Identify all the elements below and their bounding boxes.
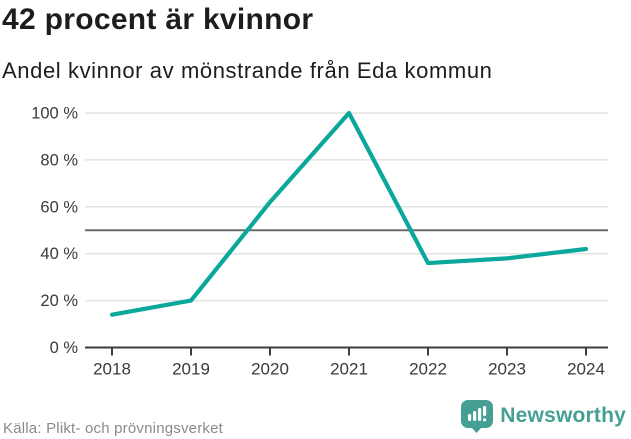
y-tick-label: 60 %	[40, 198, 78, 216]
x-tick-label: 2024	[567, 360, 605, 379]
data-line-andel-kvinnor	[109, 110, 589, 317]
x-tick-label: 2021	[330, 360, 368, 379]
y-tick-label: 80 %	[40, 151, 78, 169]
chart-subtitle: Andel kvinnor av mönstrande från Eda kom…	[2, 58, 493, 83]
x-tick-label: 2022	[409, 360, 447, 379]
newsworthy-logo[interactable]: Newsworthy	[460, 399, 626, 433]
y-tick-label: 20 %	[40, 292, 78, 310]
x-tick-label: 2018	[93, 360, 131, 379]
chart-title: 42 procent är kvinnor	[2, 3, 314, 36]
x-tick-label: 2023	[488, 360, 526, 379]
newsworthy-pin-barchart-icon	[461, 400, 494, 433]
x-tick-label: 2020	[251, 360, 289, 379]
x-tick-label: 2019	[172, 360, 210, 379]
y-tick-label: 100 %	[31, 105, 78, 123]
newsworthy-logo-text: Newsworthy	[500, 404, 626, 427]
y-tick-label: 0 %	[50, 339, 79, 357]
source-note: Källa: Plikt- och prövningsverket	[3, 420, 224, 437]
y-tick-label: 40 %	[40, 245, 78, 263]
